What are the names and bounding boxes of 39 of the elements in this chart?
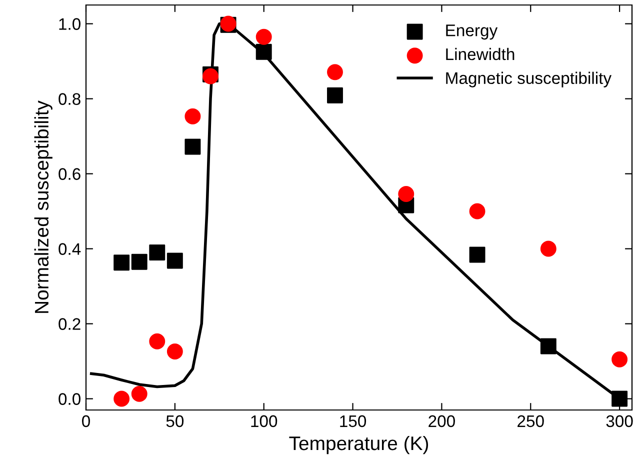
y-axis-title: Normalized susceptibility: [34, 100, 52, 313]
point: [114, 390, 130, 407]
point: [184, 108, 201, 124]
legend-label: Linewidth: [446, 48, 514, 60]
point: [327, 64, 343, 80]
x-tick-label: 100: [251, 415, 278, 428]
point: [398, 186, 414, 202]
point: [184, 138, 201, 155]
y-tick-label: 0.0: [58, 393, 80, 405]
x-tick-label: 200: [428, 415, 455, 428]
x-tick-label: 250: [518, 415, 544, 428]
x-tick-label: 0: [82, 415, 90, 428]
point: [149, 244, 166, 260]
x-tick-label: 50: [166, 415, 184, 428]
point: [149, 333, 166, 350]
legend-label: Magnetic susceptibility: [446, 72, 612, 88]
x-tick-label: 300: [606, 415, 633, 428]
y-tick-label: 0.4: [58, 243, 81, 255]
point: [540, 240, 556, 257]
point: [131, 254, 148, 270]
point: [469, 246, 486, 263]
point: [540, 338, 556, 354]
y-tick-label: 0.8: [58, 93, 80, 105]
point: [131, 386, 148, 402]
y-tick-label: 0.2: [58, 318, 80, 330]
point: [469, 203, 486, 220]
point: [166, 344, 183, 360]
point: [166, 252, 183, 269]
x-tick-label: 150: [340, 415, 366, 428]
point: [256, 28, 272, 45]
point: [114, 254, 130, 271]
x-axis-title: Temperature (K): [289, 436, 428, 454]
point: [327, 87, 343, 104]
legend-label: Energy: [446, 24, 498, 40]
point: [256, 44, 272, 60]
point: [612, 351, 628, 368]
y-tick-label: 0.6: [58, 168, 80, 180]
point: [612, 390, 628, 407]
y-tick-label: 1.0: [59, 18, 80, 30]
